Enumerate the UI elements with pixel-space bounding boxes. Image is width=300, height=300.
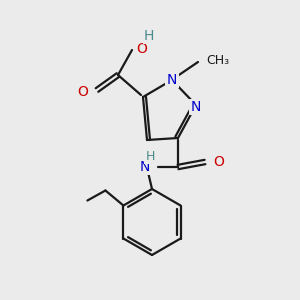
Text: N: N [140,160,150,174]
Text: N: N [191,100,201,114]
Text: O: O [136,42,147,56]
Text: O: O [77,85,88,99]
Text: N: N [167,73,177,87]
Text: H: H [144,29,154,43]
Text: CH₃: CH₃ [206,53,229,67]
Text: H: H [145,149,155,163]
Text: O: O [213,155,224,169]
